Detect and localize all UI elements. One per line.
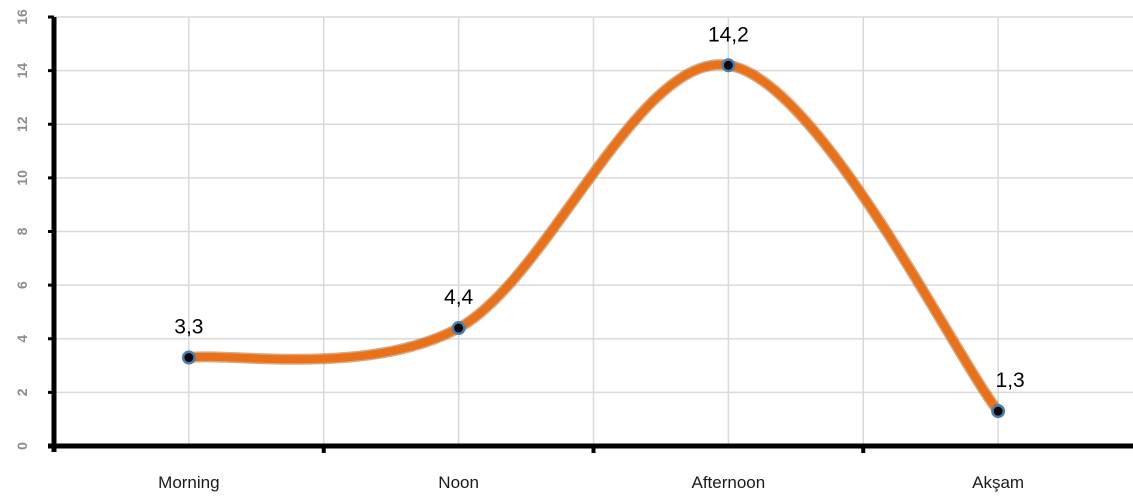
- x-axis-tick-labels: Morning Noon Afternoon Akşam: [158, 473, 1024, 492]
- data-labels: 3,3 4,4 14,2 1,3: [174, 23, 1024, 392]
- data-marker: [993, 406, 1003, 416]
- data-marker: [184, 353, 194, 363]
- data-markers: [181, 58, 1006, 419]
- y-axis-tick-labels: 0 2 4 6 8 10 12 14 16: [14, 9, 30, 450]
- y-tick-label: 4: [14, 335, 30, 343]
- data-label: 14,2: [708, 23, 749, 46]
- data-label: 1,3: [996, 369, 1025, 392]
- data-label: 3,3: [174, 316, 203, 339]
- data-marker: [723, 60, 733, 70]
- data-marker: [454, 323, 464, 333]
- y-tick-label: 0: [14, 442, 30, 450]
- x-tick-label: Morning: [158, 473, 219, 492]
- vertical-gridlines: [188, 17, 999, 446]
- data-label: 4,4: [444, 286, 474, 309]
- y-tick-label: 10: [14, 170, 30, 186]
- y-tick-label: 6: [14, 281, 30, 289]
- y-tick-label: 14: [14, 63, 30, 79]
- y-tick-label: 16: [14, 9, 30, 25]
- series-line: [183, 59, 1004, 417]
- x-tick-label: Akşam: [972, 473, 1024, 492]
- axes: [48, 15, 1133, 453]
- series-line: [184, 60, 1003, 416]
- x-tick-label: Afternoon: [692, 473, 766, 492]
- y-tick-label: 12: [14, 116, 30, 132]
- x-tick-label: Noon: [438, 473, 479, 492]
- y-tick-label: 8: [14, 227, 30, 235]
- y-tick-label: 2: [14, 388, 30, 396]
